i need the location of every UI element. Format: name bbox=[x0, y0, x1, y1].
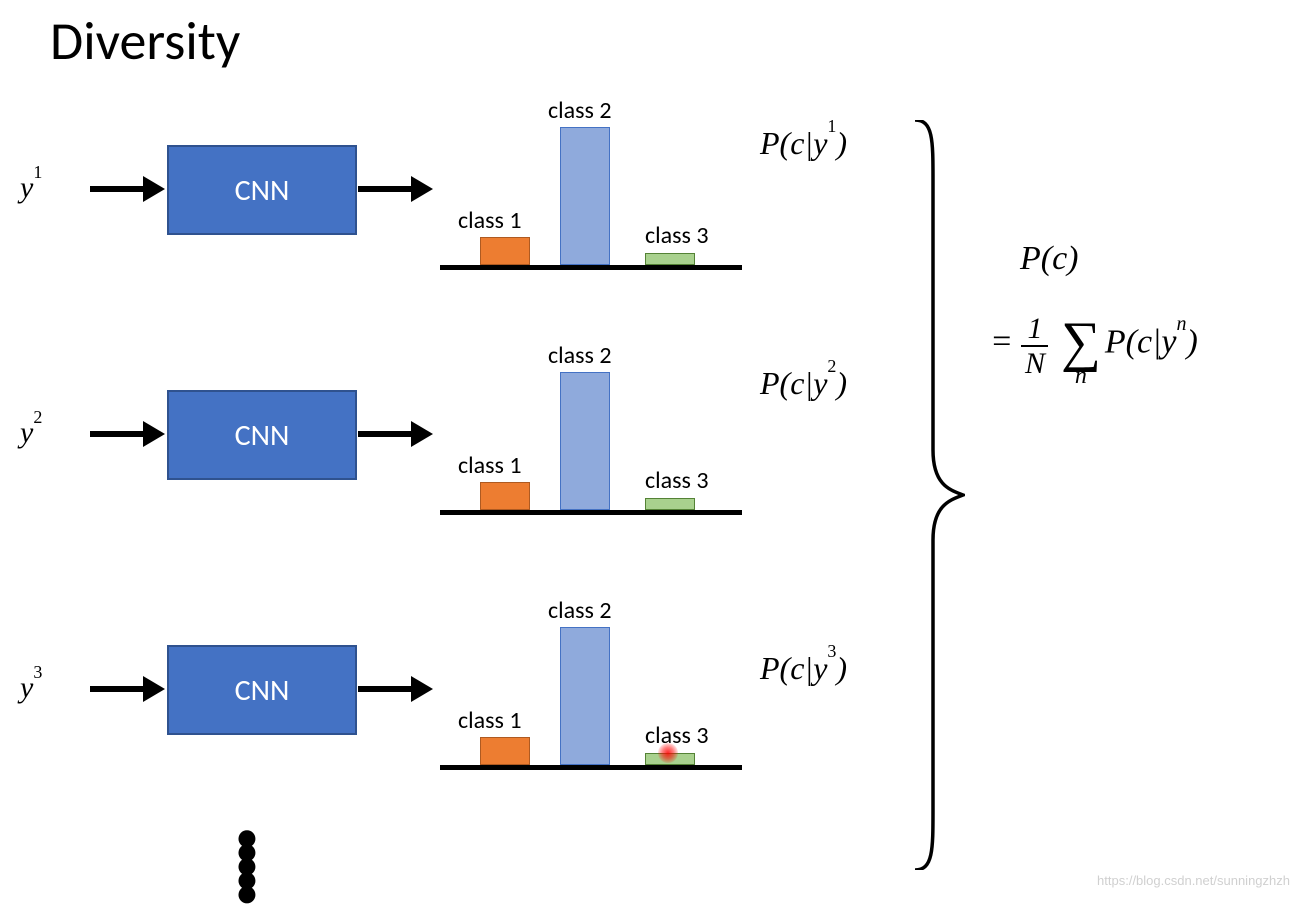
chart-baseline bbox=[440, 510, 742, 515]
probability-label: P(c|y2) bbox=[760, 365, 847, 402]
bar bbox=[480, 482, 530, 510]
cnn-row: y1 CNN class 1class 2class 3 bbox=[20, 100, 780, 290]
bar bbox=[560, 127, 610, 265]
arrow-icon bbox=[358, 186, 413, 192]
summation-icon: ∑ n bbox=[1061, 317, 1101, 394]
cnn-box: CNN bbox=[167, 390, 357, 480]
fraction-1-over-N: 1 N bbox=[1019, 312, 1051, 380]
bar-chart: class 1class 2class 3 bbox=[440, 100, 740, 270]
bar bbox=[645, 498, 695, 510]
arrow-icon bbox=[90, 186, 145, 192]
bar-chart: class 1class 2class 3 bbox=[440, 345, 740, 515]
page-title: Diversity bbox=[50, 8, 240, 74]
equation-pc: P(c) bbox=[990, 240, 1198, 278]
cnn-row: y2 CNN class 1class 2class 3 bbox=[20, 345, 780, 535]
arrow-icon bbox=[358, 431, 413, 437]
cnn-box: CNN bbox=[167, 145, 357, 235]
watermark: https://blog.csdn.net/sunningzhzh bbox=[1097, 873, 1290, 888]
bar-chart: class 1class 2class 3 bbox=[440, 600, 740, 770]
eq-term-sup: n bbox=[1177, 313, 1187, 335]
bar-label: class 3 bbox=[645, 466, 709, 495]
chart-baseline bbox=[440, 765, 742, 770]
input-variable: y1 bbox=[20, 170, 42, 205]
bar-label: class 1 bbox=[458, 206, 522, 235]
bar bbox=[480, 237, 530, 265]
arrow-icon bbox=[90, 686, 145, 692]
frac-den: N bbox=[1019, 347, 1051, 380]
bar bbox=[645, 253, 695, 265]
bar bbox=[480, 737, 530, 765]
cursor-dot-icon bbox=[658, 743, 678, 763]
bar-label: class 2 bbox=[548, 341, 612, 370]
eq-term-close: ) bbox=[1187, 323, 1198, 360]
bar-label: class 1 bbox=[458, 706, 522, 735]
bar-label: class 2 bbox=[548, 596, 612, 625]
bar bbox=[560, 372, 610, 510]
eq-pc-text: P(c) bbox=[1020, 240, 1079, 277]
arrow-icon bbox=[90, 431, 145, 437]
sigma-sub: n bbox=[1075, 363, 1087, 390]
chart-baseline bbox=[440, 265, 742, 270]
eq-equals: = bbox=[990, 323, 1013, 361]
input-variable: y3 bbox=[20, 670, 42, 705]
probability-label: P(c|y3) bbox=[760, 650, 847, 687]
arrow-icon bbox=[358, 686, 413, 692]
probability-label: P(c|y1) bbox=[760, 125, 847, 162]
vertical-ellipsis: ••••• bbox=[237, 830, 255, 900]
bar-label: class 1 bbox=[458, 451, 522, 480]
curly-brace-icon bbox=[905, 120, 965, 870]
equation-expansion: = 1 N ∑ n P(c|yn) bbox=[990, 303, 1198, 380]
bar-label: class 3 bbox=[645, 721, 709, 750]
eq-term: P(c|yn) bbox=[1105, 323, 1198, 361]
equation-block: P(c) = 1 N ∑ n P(c|yn) bbox=[990, 240, 1198, 380]
bar bbox=[560, 627, 610, 765]
bar-label: class 3 bbox=[645, 221, 709, 250]
eq-term-text: P(c|y bbox=[1105, 323, 1177, 360]
bar-label: class 2 bbox=[548, 96, 612, 125]
input-variable: y2 bbox=[20, 415, 42, 450]
frac-num: 1 bbox=[1021, 312, 1048, 347]
cnn-box: CNN bbox=[167, 645, 357, 735]
